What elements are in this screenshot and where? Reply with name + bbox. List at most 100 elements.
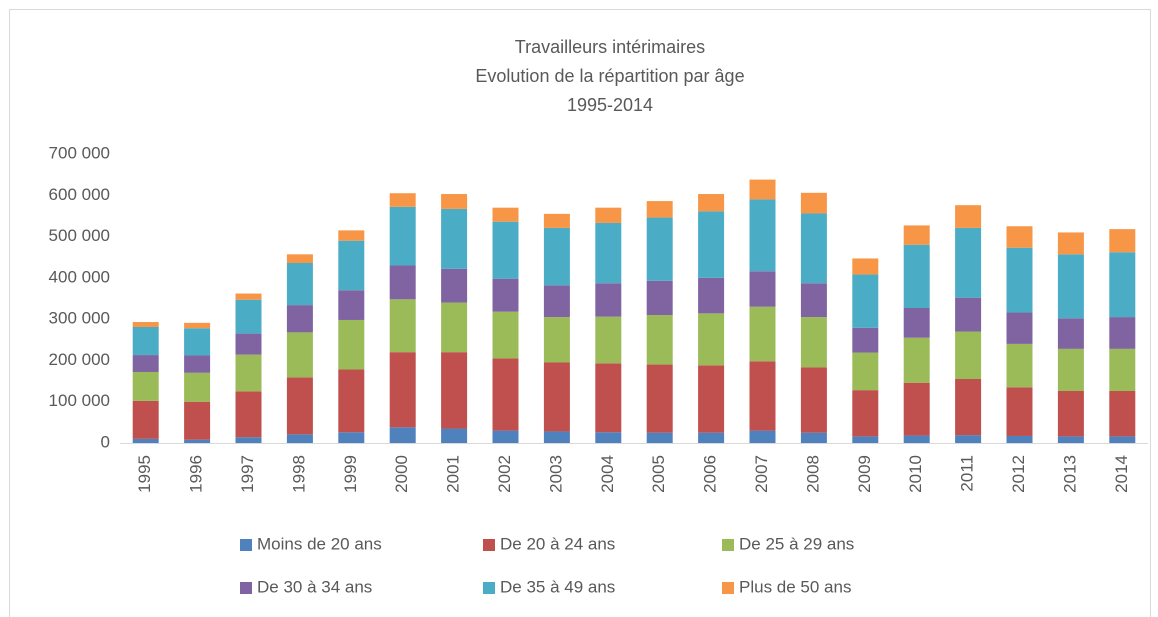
bar-segment xyxy=(235,354,262,392)
bar-segment xyxy=(800,283,827,318)
bar-segment xyxy=(1006,343,1033,388)
bar-segment xyxy=(184,401,211,440)
bar-segment xyxy=(595,363,622,433)
bar-segment xyxy=(903,382,930,436)
legend-label: De 35 à 49 ans xyxy=(500,577,615,596)
bar-segment xyxy=(338,290,365,320)
bar-segment xyxy=(1006,247,1033,313)
legend-swatch xyxy=(722,539,734,551)
bar-segment xyxy=(1109,229,1136,253)
bar-segment xyxy=(338,230,365,241)
bar-segment xyxy=(1057,436,1084,443)
bar-segment xyxy=(184,322,211,329)
bar-segment xyxy=(389,352,416,428)
chart-frame xyxy=(9,9,1151,617)
bar-segment xyxy=(595,432,622,443)
bar-segment xyxy=(852,274,879,328)
bar-segment xyxy=(595,316,622,364)
bar-segment xyxy=(492,358,519,431)
bar-segment xyxy=(698,365,725,433)
x-tick-label: 1996 xyxy=(187,455,206,493)
y-tick-label: 200 000 xyxy=(49,350,110,369)
bar-segment xyxy=(1057,318,1084,349)
bar-segment xyxy=(184,439,211,443)
bar-segment xyxy=(955,331,982,380)
bar-segment xyxy=(955,379,982,436)
bar-segment xyxy=(903,435,930,443)
x-tick-label: 2011 xyxy=(958,455,977,492)
bar-segment xyxy=(800,192,827,214)
y-tick-label: 700 000 xyxy=(49,143,110,162)
bar-segment xyxy=(441,352,468,429)
legend-swatch xyxy=(483,582,495,594)
bar-segment xyxy=(286,262,313,306)
bar-segment xyxy=(1006,435,1033,443)
bar-segment xyxy=(1109,390,1136,437)
bar-segment xyxy=(1006,312,1033,344)
x-tick-label: 2007 xyxy=(752,455,771,493)
bar-segment xyxy=(338,369,365,433)
bar-segment xyxy=(441,428,468,443)
bar-segment xyxy=(749,199,776,272)
legend-swatch xyxy=(722,582,734,594)
bar-segment xyxy=(492,311,519,359)
bar-segment xyxy=(1109,317,1136,349)
x-tick-label: 1998 xyxy=(289,455,308,493)
bar-segment xyxy=(389,265,416,300)
y-tick-label: 300 000 xyxy=(49,309,110,328)
bar-segment xyxy=(955,205,982,228)
x-tick-label: 2002 xyxy=(495,455,514,493)
bar-segment xyxy=(132,438,159,443)
bar-segment xyxy=(389,206,416,266)
bar-segment xyxy=(852,436,879,443)
bar-segment xyxy=(543,285,570,318)
bar-segment xyxy=(286,434,313,443)
bar-segment xyxy=(235,293,262,300)
x-tick-label: 1995 xyxy=(135,455,154,493)
bar-segment xyxy=(543,227,570,286)
bar-segment xyxy=(749,271,776,307)
bar-segment xyxy=(441,208,468,269)
bar-segment xyxy=(286,254,313,263)
x-tick-label: 2003 xyxy=(546,455,565,493)
bar-segment xyxy=(492,207,519,222)
bar-segment xyxy=(492,278,519,312)
bar-segment xyxy=(132,400,159,439)
bar-segment xyxy=(235,333,262,355)
bar-segment xyxy=(698,432,725,443)
bar-segment xyxy=(646,217,673,281)
bar-segment xyxy=(235,391,262,438)
bar-segment xyxy=(698,211,725,278)
bar-segment xyxy=(235,437,262,443)
x-tick-label: 2004 xyxy=(598,455,617,493)
legend-label: Plus de 50 ans xyxy=(739,577,851,596)
x-tick-label: 2009 xyxy=(855,455,874,493)
x-tick-label: 2012 xyxy=(1009,455,1028,493)
bar-segment xyxy=(595,222,622,284)
bar-segment xyxy=(184,355,211,373)
bar-segment xyxy=(749,179,776,200)
bar-segment xyxy=(1006,226,1033,248)
legend-swatch xyxy=(483,539,495,551)
legend-label: Moins de 20 ans xyxy=(257,534,382,553)
x-tick-label: 2008 xyxy=(803,455,822,493)
bar-segment xyxy=(955,297,982,332)
legend-label: De 30 à 34 ans xyxy=(257,577,372,596)
chart-title: 1995-2014 xyxy=(567,95,653,115)
bar-segment xyxy=(184,328,211,356)
bar-segment xyxy=(698,313,725,366)
bar-segment xyxy=(852,390,879,437)
y-tick-label: 0 xyxy=(101,432,110,451)
y-tick-label: 500 000 xyxy=(49,226,110,245)
bar-segment xyxy=(1109,252,1136,318)
x-tick-label: 2014 xyxy=(1112,455,1131,493)
bar-segment xyxy=(286,332,313,378)
bar-segment xyxy=(646,315,673,365)
x-tick-label: 2013 xyxy=(1060,455,1079,493)
bar-segment xyxy=(646,364,673,433)
x-tick-label: 1997 xyxy=(238,455,257,493)
bar-segment xyxy=(389,193,416,207)
bar-segment xyxy=(800,213,827,284)
bar-segment xyxy=(852,352,879,391)
